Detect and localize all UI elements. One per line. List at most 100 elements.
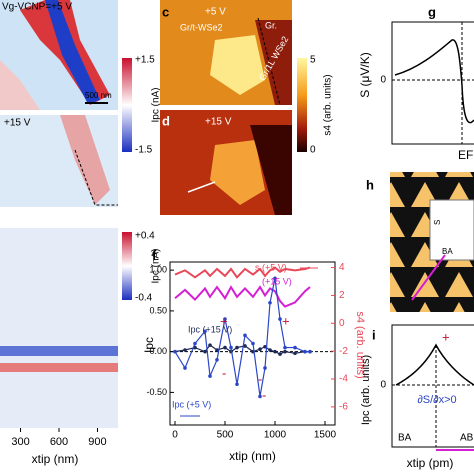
data-point xyxy=(223,317,227,321)
data-point xyxy=(278,317,282,321)
colorbar-label: s4 (arb. units) xyxy=(323,74,334,135)
inset-label: S xyxy=(433,220,442,225)
region-label: Gr/t-WSe2 xyxy=(180,22,223,32)
data-point xyxy=(235,345,239,350)
x-tick-label: 900 xyxy=(88,436,106,448)
gate-label: +15 V xyxy=(205,117,232,128)
y2-tick-label: 2 xyxy=(339,290,345,301)
series-line xyxy=(174,278,310,397)
y-tick-label: 0 xyxy=(380,75,386,86)
series-label: s (+5 V) xyxy=(255,262,287,272)
colorbar xyxy=(122,58,132,152)
x-axis-label: xtip (nm) xyxy=(229,449,276,463)
panel-label: c xyxy=(162,4,169,19)
series-line xyxy=(174,285,311,308)
map-c-region xyxy=(255,20,292,105)
map-e-band xyxy=(0,363,118,372)
data-point xyxy=(251,341,255,346)
panel-label: h xyxy=(366,177,374,192)
panel-label: g xyxy=(428,4,436,19)
data-point xyxy=(263,344,267,349)
pointer xyxy=(411,254,446,301)
region-label: Gr. xyxy=(265,20,277,30)
annotation: - xyxy=(258,371,262,386)
scale-bar-label: 500 nm xyxy=(85,91,112,100)
data-point xyxy=(223,345,227,350)
sign: + xyxy=(442,329,450,344)
curve xyxy=(394,39,474,124)
map-d-region xyxy=(210,140,265,205)
x-tick-label: 0 xyxy=(172,430,178,441)
y2-tick-label: -6 xyxy=(339,402,348,413)
colorbar-max: +0.4 xyxy=(135,231,155,242)
data-point xyxy=(263,366,267,370)
annotation: + xyxy=(282,313,290,328)
colorbar-min: -1.5 xyxy=(135,145,153,156)
annotation: + xyxy=(220,313,228,328)
gate-label: +5 V xyxy=(205,7,226,18)
data-point xyxy=(273,349,277,354)
data-point xyxy=(278,352,282,356)
x-tick-label: 1000 xyxy=(264,430,287,441)
x-axis: 300 600 900 xyxy=(11,428,107,448)
x-axis-label: xtip (nm) xyxy=(32,452,79,466)
data-point xyxy=(229,345,233,350)
y2-tick-label: -4 xyxy=(339,374,348,385)
data-point xyxy=(193,341,197,346)
x-axis-label: xtip (pm) xyxy=(407,456,454,470)
panel-label: f xyxy=(152,247,157,262)
region-label: BA xyxy=(398,433,412,444)
colorbar-max: 5 xyxy=(310,55,316,66)
condition: ∂S/∂x>0 xyxy=(417,394,456,406)
panel-label: i xyxy=(372,327,376,342)
data-point xyxy=(308,349,312,354)
map-e xyxy=(0,228,118,428)
map-a-region xyxy=(0,60,40,110)
data-point xyxy=(283,345,287,350)
x-tick-label: 300 xyxy=(11,436,29,448)
y-tick-label: 0.00 xyxy=(149,346,167,356)
data-point xyxy=(293,345,297,350)
colorbar-label: Ipc (nA) xyxy=(151,87,162,122)
map-c-region xyxy=(210,35,265,95)
data-point xyxy=(303,349,307,354)
y-tick-label: 1.00 xyxy=(149,265,167,275)
data-point xyxy=(203,329,207,334)
annotation: - xyxy=(262,387,266,402)
x-tick-label: 500 xyxy=(217,430,234,441)
data-point xyxy=(243,344,247,348)
data-point xyxy=(243,333,247,338)
inset xyxy=(429,199,474,261)
series-label: (+15 V) xyxy=(262,276,292,286)
y-tick-label: 0.50 xyxy=(149,305,167,315)
data-point xyxy=(208,343,212,347)
y2-tick-label: 0 xyxy=(339,318,345,329)
data-point xyxy=(215,348,219,352)
colorbar xyxy=(297,58,307,152)
data-point xyxy=(293,351,297,356)
data-point xyxy=(183,348,187,352)
map-a-region xyxy=(45,0,100,104)
colorbar-max: +1.5 xyxy=(135,55,155,66)
colorbar-min: 0 xyxy=(310,145,316,156)
series-label: Ipc (+5 V) xyxy=(172,399,211,409)
y2-tick-label: -2 xyxy=(339,346,348,357)
inset-label: BA xyxy=(442,247,453,256)
y-tick-label: 0 xyxy=(380,380,386,391)
series-line xyxy=(174,266,311,279)
data-point xyxy=(183,366,187,370)
data-point xyxy=(208,374,212,378)
data-point xyxy=(273,276,277,281)
data-point xyxy=(283,349,287,354)
gate-label: +15 V xyxy=(4,118,31,129)
y-axis-label: Ipc (arb. units) xyxy=(360,355,372,425)
map-d-region xyxy=(250,125,292,215)
frame xyxy=(391,324,474,448)
x-tick-label: 1500 xyxy=(314,430,337,441)
panel-label: d xyxy=(162,113,170,128)
curve xyxy=(395,343,474,386)
y-axis-label: Ipc xyxy=(142,337,156,353)
colorbar-label: Ipc (nA) xyxy=(151,248,162,283)
data-point xyxy=(203,349,207,354)
